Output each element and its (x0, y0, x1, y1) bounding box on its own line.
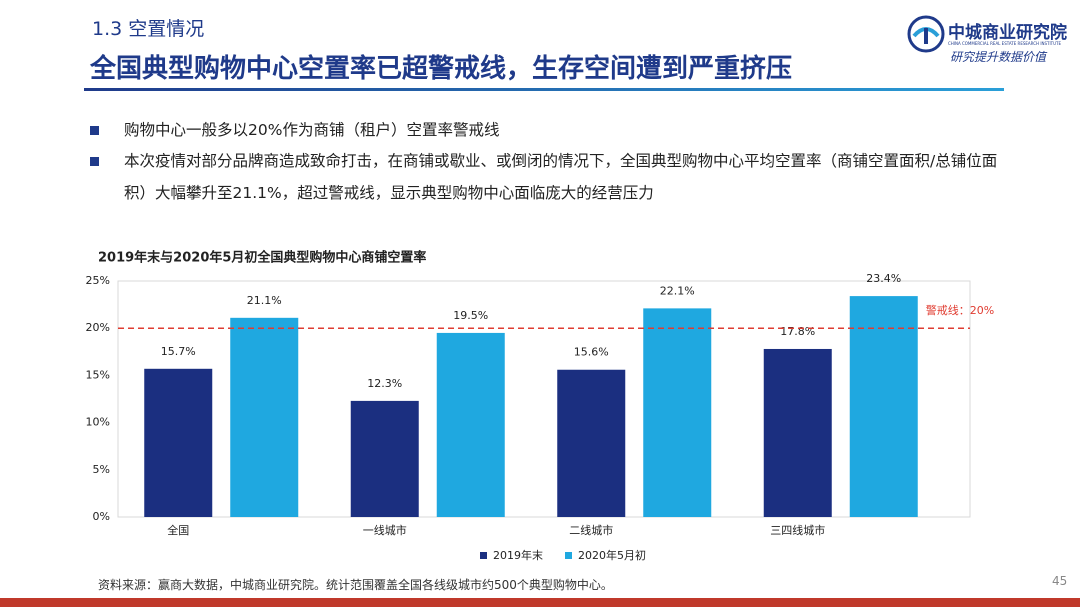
value-label: 12.3% (367, 377, 402, 390)
bar (849, 296, 918, 517)
logo-slogan: 研究提升数据价值 (950, 50, 1047, 64)
value-label: 17.8% (780, 325, 815, 338)
bar (643, 308, 712, 517)
bar (557, 369, 626, 517)
value-label: 15.7% (161, 345, 196, 358)
bottom-bar (0, 598, 1080, 607)
bar (763, 348, 832, 517)
source-note: 资料来源：赢商大数据，中城商业研究院。统计范围覆盖全国各线级城市约500个典型购… (98, 578, 613, 592)
bullet: 本次疫情对部分品牌商造成致命打击，在商铺或歇业、或倒闭的情况下，全国典型购物中心… (90, 145, 1000, 209)
logo-english: CHINA COMMERCIAL REAL ESTATE RESEARCH IN… (948, 41, 1061, 46)
logo-icon (907, 15, 945, 53)
y-tick-label: 10% (86, 416, 110, 429)
y-tick-label: 5% (93, 463, 110, 476)
value-label: 15.6% (574, 346, 609, 359)
chart-title: 2019年末与2020年5月初全国典型购物中心商铺空置率 (98, 250, 426, 266)
logo-name: 中城商业研究院 (948, 23, 1067, 43)
value-label: 19.5% (453, 309, 488, 322)
y-tick-label: 0% (93, 510, 110, 523)
chart: 2019年末与2020年5月初全国典型购物中心商铺空置率 0% 5% 10% 15% 2… (86, 250, 995, 563)
x-tick-label: 一线城市 (363, 523, 407, 537)
reference-label: 警戒线：20% (926, 303, 994, 317)
bar (436, 332, 505, 517)
bullet-text: 购物中心一般多以20%作为商铺（租户）空置率警戒线 (124, 121, 500, 139)
legend-swatch (565, 552, 572, 559)
legend-label: 2019年末 (493, 548, 543, 562)
header-rule (84, 88, 1004, 91)
value-label: 23.4% (866, 272, 901, 285)
legend-swatch (480, 552, 487, 559)
legend-label: 2020年5月初 (578, 548, 646, 562)
value-label: 21.1% (247, 294, 282, 307)
y-tick-label: 25% (86, 274, 110, 287)
slide-title: 全国典型购物中心空置率已超警戒线，生存空间遭到严重挤压 (90, 54, 793, 84)
bar (350, 400, 419, 517)
bullet-text: 本次疫情对部分品牌商造成致命打击，在商铺或歇业、或倒闭的情况下，全国典型购物中心… (124, 152, 998, 202)
x-tick-label: 全国 (167, 523, 189, 537)
value-label: 22.1% (660, 284, 695, 297)
y-tick-label: 20% (86, 321, 110, 334)
section-heading: 1.3 空置情况 (92, 18, 205, 40)
y-tick-label: 15% (86, 368, 110, 381)
bar (144, 368, 213, 517)
bar (230, 317, 299, 517)
page-number: 45 (1052, 574, 1068, 588)
bullet: 购物中心一般多以20%作为商铺（租户）空置率警戒线 (90, 114, 1000, 146)
plot-frame (117, 280, 971, 518)
x-tick-label: 三四线城市 (770, 523, 825, 537)
x-tick-label: 二线城市 (569, 523, 613, 537)
